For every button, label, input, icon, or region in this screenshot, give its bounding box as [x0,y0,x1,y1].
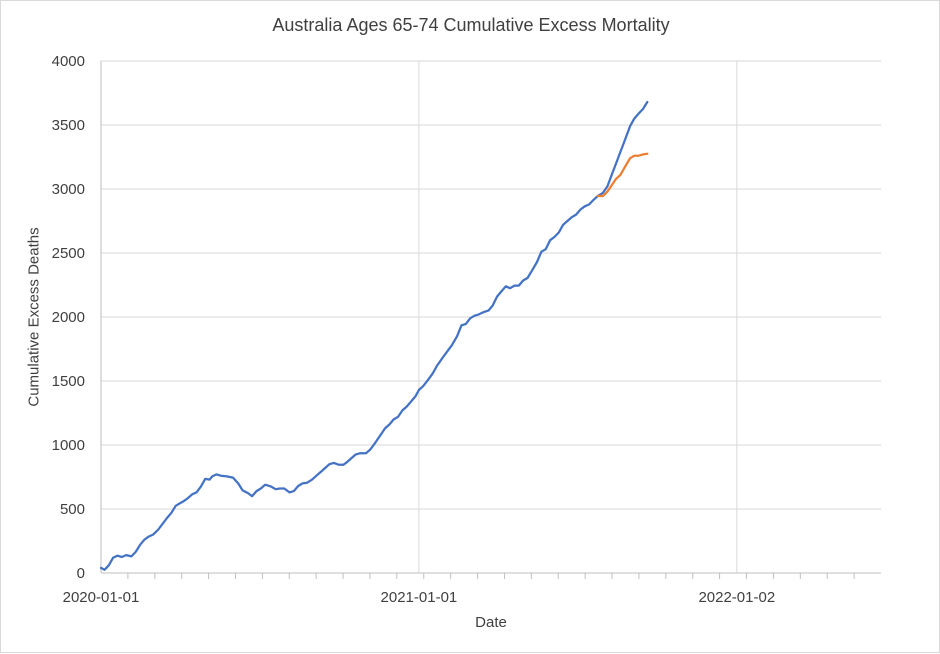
y-tick-label: 2500 [52,245,85,262]
x-axis-label: Date [475,614,507,631]
chart-title: Australia Ages 65-74 Cumulative Excess M… [272,15,670,35]
y-tick-label: 1500 [52,373,85,390]
y-tick-label: 2000 [52,309,85,326]
y-tick-label: 1000 [52,437,85,454]
series-line-2 [596,152,649,198]
y-tick-label: 3500 [52,117,85,134]
x-tick-label: 2020-01-01 [63,589,140,606]
x-tick-label: 2022-01-02 [698,589,775,606]
y-tick-label: 3000 [52,181,85,198]
series-line-1 [99,100,649,571]
y-tick-label: 4000 [52,53,85,70]
y-tick-label: 0 [77,565,85,582]
y-tick-label: 500 [60,501,85,518]
x-tick-label: 2021-01-01 [381,589,458,606]
